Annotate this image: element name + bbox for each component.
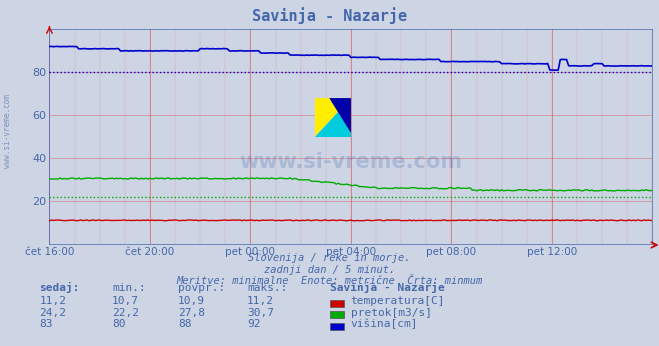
Text: Slovenija / reke in morje.: Slovenija / reke in morje.	[248, 253, 411, 263]
Text: pretok[m3/s]: pretok[m3/s]	[351, 308, 432, 318]
Text: 80: 80	[112, 319, 125, 329]
Text: sedaj:: sedaj:	[40, 282, 80, 293]
Text: 92: 92	[247, 319, 260, 329]
Text: zadnji dan / 5 minut.: zadnji dan / 5 minut.	[264, 265, 395, 275]
Text: Meritve: minimalne  Enote: metrične  Črta: minmum: Meritve: minimalne Enote: metrične Črta:…	[177, 276, 482, 286]
Text: www.si-vreme.com: www.si-vreme.com	[3, 94, 13, 169]
Text: min.:: min.:	[112, 283, 146, 293]
Text: 11,2: 11,2	[247, 297, 274, 307]
Text: 30,7: 30,7	[247, 308, 274, 318]
Text: 11,2: 11,2	[40, 297, 67, 307]
Text: 83: 83	[40, 319, 53, 329]
Text: Savinja - Nazarje: Savinja - Nazarje	[252, 7, 407, 24]
Text: 10,7: 10,7	[112, 297, 139, 307]
Text: 10,9: 10,9	[178, 297, 205, 307]
Text: temperatura[C]: temperatura[C]	[351, 297, 445, 307]
Text: Savinja - Nazarje: Savinja - Nazarje	[330, 282, 444, 293]
Text: višina[cm]: višina[cm]	[351, 319, 418, 329]
Text: povpr.:: povpr.:	[178, 283, 225, 293]
Text: 22,2: 22,2	[112, 308, 139, 318]
Text: 88: 88	[178, 319, 191, 329]
Text: 27,8: 27,8	[178, 308, 205, 318]
Text: maks.:: maks.:	[247, 283, 287, 293]
Text: www.si-vreme.com: www.si-vreme.com	[239, 152, 463, 172]
Text: 24,2: 24,2	[40, 308, 67, 318]
